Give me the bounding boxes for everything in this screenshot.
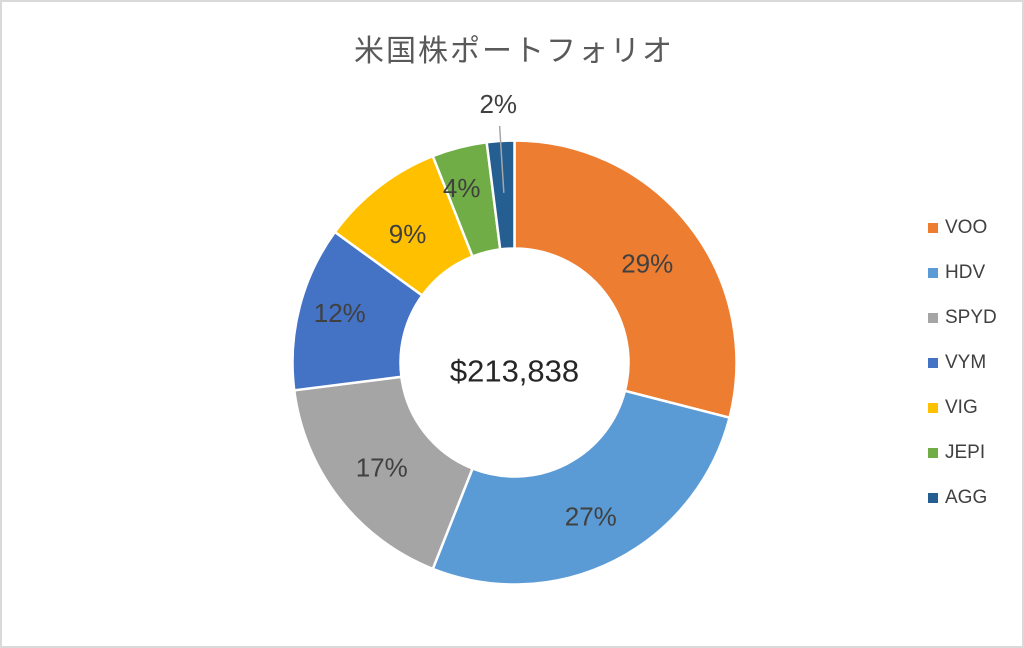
legend-label: VYM — [945, 352, 987, 373]
legend-item-hdv: HDV — [928, 262, 997, 284]
legend-swatch-icon — [928, 358, 938, 368]
chart-title: 米国株ポートフォリオ — [354, 35, 674, 68]
legend-label: HDV — [945, 262, 986, 283]
chart-legend: VOO HDV SPYD VYM VIG JEPI AGG — [928, 217, 997, 509]
donut-slice-spyd — [293, 375, 474, 571]
legend-swatch-icon — [928, 223, 938, 233]
donut-slice-hdv — [431, 389, 731, 586]
legend-item-voo: VOO — [928, 217, 997, 239]
label-leader-line-agg — [498, 125, 505, 193]
slice-label-voo: 29% — [621, 249, 673, 279]
slice-label-agg: 2% — [479, 89, 517, 119]
legend-label: AGG — [945, 487, 988, 508]
donut-slice-voo — [513, 139, 738, 419]
slice-label-spyd: 17% — [356, 453, 408, 483]
legend-label: VIG — [945, 397, 978, 418]
legend-swatch-icon — [928, 403, 938, 413]
legend-swatch-icon — [928, 313, 938, 323]
slice-label-jepi: 4% — [443, 173, 481, 203]
legend-item-vig: VIG — [928, 397, 997, 419]
legend-swatch-icon — [928, 493, 938, 503]
legend-item-vym: VYM — [928, 352, 997, 374]
donut-slice-agg — [485, 139, 516, 251]
legend-label: VOO — [945, 217, 988, 238]
legend-swatch-icon — [928, 448, 938, 458]
slice-label-vig: 9% — [389, 219, 427, 249]
legend-label: SPYD — [945, 307, 997, 328]
donut-center-total: $213,838 — [450, 353, 579, 388]
slice-label-vym: 12% — [314, 298, 366, 328]
legend-item-spyd: SPYD — [928, 307, 997, 329]
legend-swatch-icon — [928, 268, 938, 278]
legend-label: JEPI — [945, 442, 986, 463]
legend-item-jepi: JEPI — [928, 442, 997, 464]
legend-item-agg: AGG — [928, 487, 997, 509]
slice-label-hdv: 27% — [565, 501, 617, 531]
